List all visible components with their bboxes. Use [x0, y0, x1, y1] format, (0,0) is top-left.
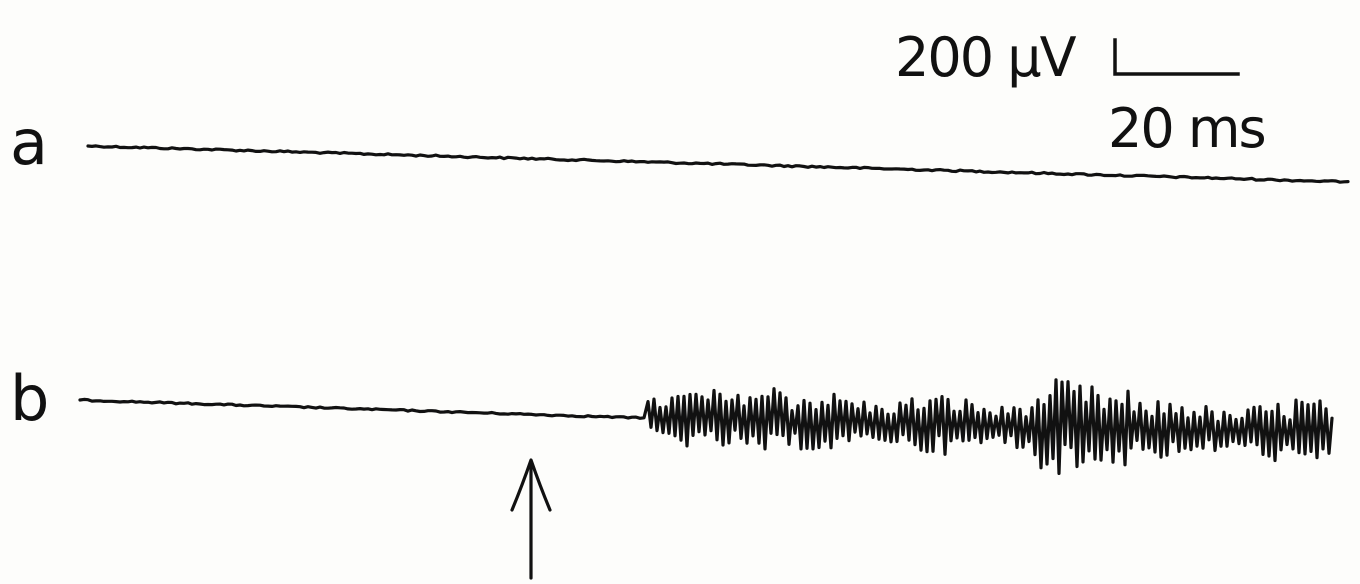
trace-a-label: a — [10, 106, 48, 179]
trace-b-line — [78, 378, 1334, 475]
scale-bar-amplitude-label: 200 μV — [895, 26, 1077, 89]
scale-bar-lines — [1113, 38, 1240, 76]
trace-a: a — [10, 106, 1350, 184]
arrow-up-icon — [510, 458, 552, 580]
scale-bar: 200 μV 20 ms — [895, 26, 1267, 160]
scale-bar-time-label: 20 ms — [1108, 97, 1265, 160]
trace-b-label: b — [10, 362, 49, 435]
trace-a-line — [86, 144, 1350, 184]
trace-b: b — [10, 362, 1334, 475]
